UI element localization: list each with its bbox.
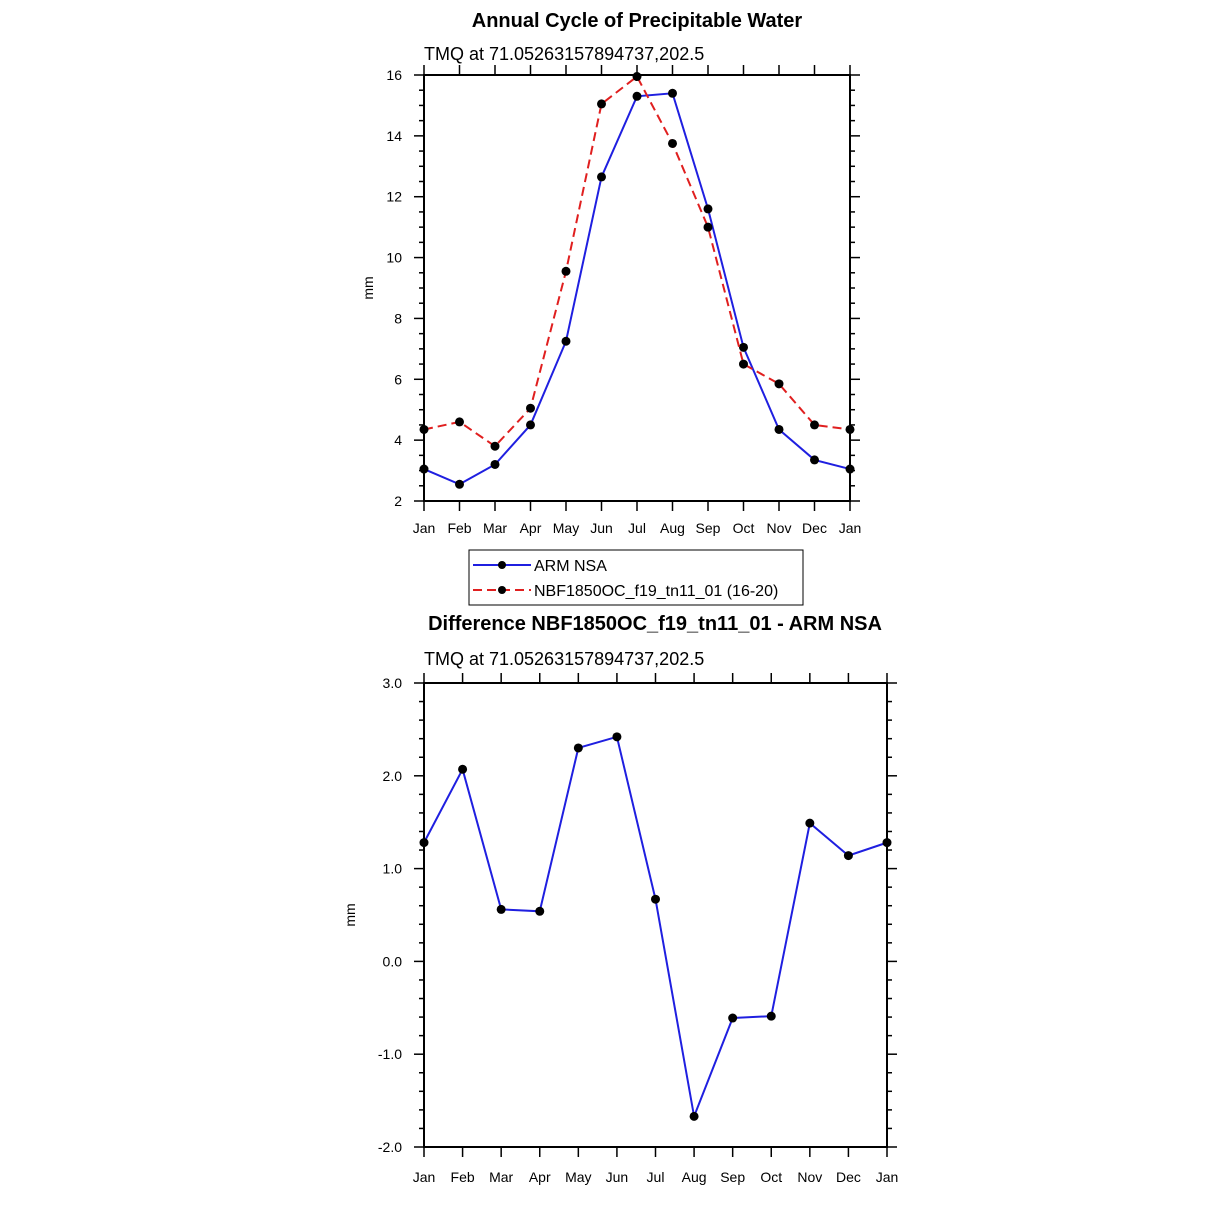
chart-title: Annual Cycle of Precipitable Water [472, 10, 803, 32]
y-tick-label: 2.0 [383, 768, 403, 784]
x-tick-label: Jun [590, 520, 613, 536]
x-tick-label: Oct [760, 1169, 782, 1185]
data-point [882, 838, 892, 848]
y-axis-label: mm [360, 276, 376, 299]
chart-title: Difference NBF1850OC_f19_tn11_01 - ARM N… [428, 613, 882, 635]
data-point [455, 479, 464, 489]
chart-annual-cycle: Annual Cycle of Precipitable Water TMQ a… [360, 10, 862, 606]
data-point [845, 424, 855, 434]
data-point [703, 222, 713, 232]
y-tick-label: 6 [394, 371, 402, 387]
data-point [805, 818, 815, 828]
data-point [668, 88, 677, 98]
legend-box [468, 549, 804, 606]
x-tick-label: Aug [682, 1169, 707, 1185]
x-tick-label: Jul [628, 520, 646, 536]
data-point [535, 906, 545, 916]
series-line-0 [423, 92, 851, 486]
y-tick-label: 8 [394, 310, 402, 326]
series-line-1 [423, 75, 851, 448]
y-tick-label: 3.0 [383, 675, 403, 691]
chart-subtitle: TMQ at 71.05263157894737,202.5 [424, 649, 704, 669]
data-point [668, 138, 677, 148]
x-tick-label: Dec [802, 520, 827, 536]
x-tick-label: Mar [483, 520, 507, 536]
data-point [526, 420, 535, 430]
y-tick-label: 2 [394, 493, 402, 509]
data-point [766, 1011, 776, 1021]
x-tick-label: Sep [720, 1169, 745, 1185]
data-point [774, 424, 784, 434]
x-tick-label: Jan [876, 1169, 899, 1185]
plot-frame [423, 682, 888, 1148]
x-tick-label: Sep [696, 520, 721, 536]
x-tick-label: Jan [413, 520, 436, 536]
data-point [774, 379, 784, 389]
data-point [739, 359, 748, 369]
y-tick-label: 0.0 [383, 953, 403, 969]
data-point [597, 172, 606, 182]
data-point [632, 91, 642, 101]
data-point [490, 441, 500, 451]
data-point [810, 420, 819, 430]
y-tick-label: 4 [394, 432, 402, 448]
x-tick-label: Jun [606, 1169, 629, 1185]
plot-frame [423, 74, 851, 502]
data-point [419, 464, 429, 474]
chart-subtitle: TMQ at 71.05263157894737,202.5 [424, 44, 704, 64]
data-point [845, 464, 855, 474]
x-tick-label: Dec [836, 1169, 861, 1185]
x-tick-label: May [553, 520, 579, 536]
x-tick-label: Apr [520, 520, 542, 536]
y-tick-label: 14 [386, 128, 402, 144]
data-point [458, 764, 468, 774]
y-tick-label: 12 [386, 189, 402, 205]
data-point [419, 838, 429, 848]
x-tick-label: Nov [797, 1169, 822, 1185]
data-point [689, 1111, 699, 1121]
legend-label: ARM NSA [534, 558, 607, 575]
data-point [612, 732, 622, 742]
data-point [573, 743, 583, 753]
data-point [703, 204, 713, 214]
legend-marker [498, 561, 506, 569]
x-tick-label: Oct [733, 520, 755, 536]
data-point [561, 266, 571, 276]
series-line-0 [423, 735, 888, 1121]
x-tick-label: Feb [451, 1169, 475, 1185]
data-point [419, 424, 429, 434]
data-point [739, 342, 748, 352]
data-point [651, 894, 660, 904]
x-tick-label: Aug [660, 520, 685, 536]
data-point [561, 336, 571, 346]
chart-difference: Difference NBF1850OC_f19_tn11_01 - ARM N… [342, 613, 898, 1185]
y-tick-label: 10 [386, 250, 402, 266]
legend-label: NBF1850OC_f19_tn11_01 (16-20) [534, 583, 778, 600]
data-point [490, 459, 500, 469]
y-tick-label: 1.0 [383, 861, 403, 877]
x-tick-label: Mar [489, 1169, 513, 1185]
legend-marker [498, 586, 506, 594]
data-point [810, 455, 819, 465]
data-point [496, 904, 506, 914]
y-tick-label: -1.0 [378, 1046, 402, 1062]
x-tick-label: Feb [447, 520, 471, 536]
x-tick-label: Jul [647, 1169, 665, 1185]
y-axis-label: mm [342, 903, 358, 926]
data-point [728, 1013, 738, 1023]
data-point [455, 417, 464, 427]
x-tick-label: Nov [767, 520, 792, 536]
data-point [632, 72, 642, 82]
x-tick-label: Jan [413, 1169, 436, 1185]
data-point [597, 99, 606, 109]
data-point [526, 403, 535, 413]
x-tick-label: Jan [839, 520, 862, 536]
data-point [843, 851, 853, 861]
y-tick-label: 16 [386, 67, 402, 83]
x-tick-label: May [565, 1169, 591, 1185]
y-tick-label: -2.0 [378, 1139, 402, 1155]
x-tick-label: Apr [529, 1169, 551, 1185]
